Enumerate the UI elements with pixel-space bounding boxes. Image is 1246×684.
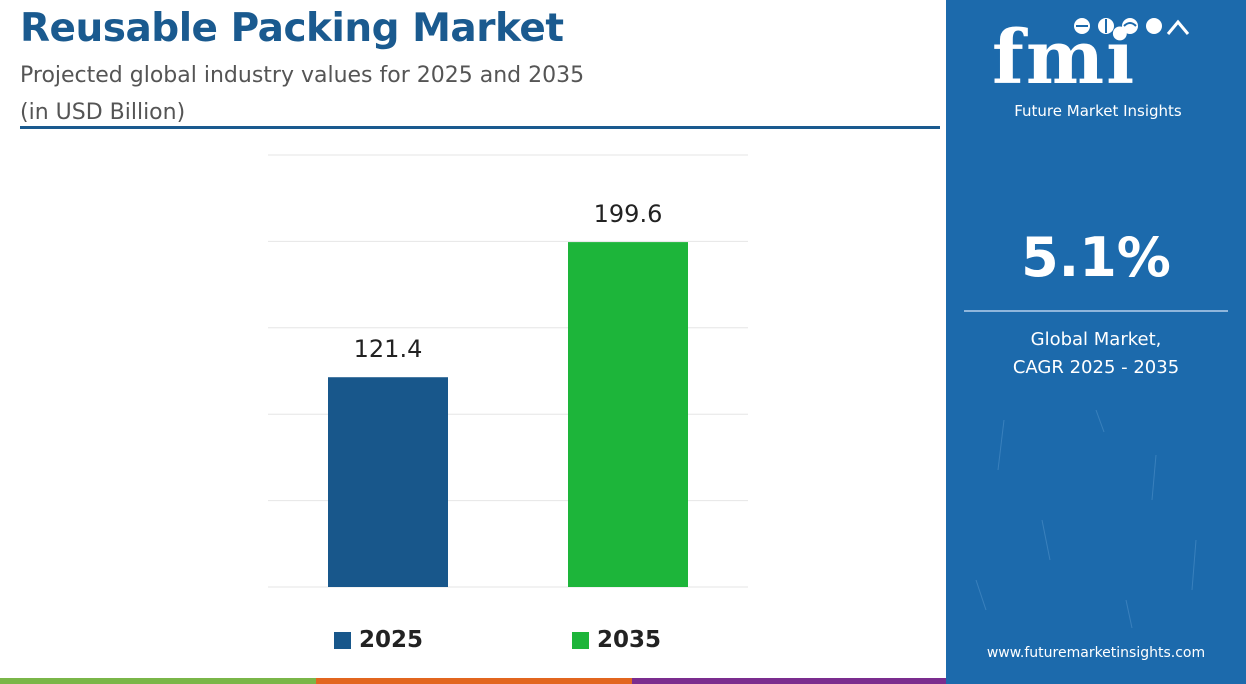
panel-texture	[975, 409, 1197, 629]
bars	[328, 242, 688, 588]
cagr-caption-line-1: Global Market,	[1030, 329, 1162, 350]
cagr-value: 5.1%	[1021, 226, 1171, 289]
legend-label-2035: 2035	[597, 627, 662, 653]
chart-subtitle: Projected global industry values for 202…	[20, 57, 584, 131]
legend-swatch-2025	[334, 631, 351, 649]
insights-panel: fmi Future Market Insights 5.1% Global M…	[946, 0, 1246, 684]
fmi-logo: fmi Future Market Insights	[986, 12, 1210, 122]
strip-segment-purple	[632, 678, 946, 684]
cagr-caption: Global Market, CAGR 2025 - 2035	[946, 326, 1246, 382]
data-label-2025: 121.4	[354, 335, 423, 363]
strip-segment-green	[0, 678, 316, 684]
bar-chart: 121.4 199.6	[268, 154, 748, 588]
title-divider	[20, 126, 940, 129]
cagr-caption-line-2: CAGR 2025 - 2035	[1012, 357, 1180, 378]
legend-swatch-2035	[572, 631, 589, 649]
subtitle-text: Projected global industry values for 202…	[20, 63, 585, 88]
data-labels: 121.4 199.6	[354, 200, 663, 363]
legend-item-2035: 2035	[572, 627, 661, 653]
logo-tagline: Future Market Insights	[1014, 102, 1182, 120]
bar-2035	[568, 242, 688, 588]
panel-divider	[964, 310, 1228, 312]
legend-label-2025: 2025	[359, 627, 424, 653]
globe-icons	[1074, 18, 1190, 35]
website-link[interactable]: www.futuremarketinsights.com	[986, 645, 1206, 661]
unit-note: (in USD Billion)	[20, 100, 186, 125]
strip-segment-orange	[316, 678, 632, 684]
chart-title: Reusable Packing Market	[20, 6, 564, 51]
bottom-color-strip	[0, 678, 946, 684]
legend-item-2025: 2025	[334, 627, 423, 653]
bar-2025	[328, 377, 448, 587]
data-label-2035: 199.6	[594, 200, 663, 228]
